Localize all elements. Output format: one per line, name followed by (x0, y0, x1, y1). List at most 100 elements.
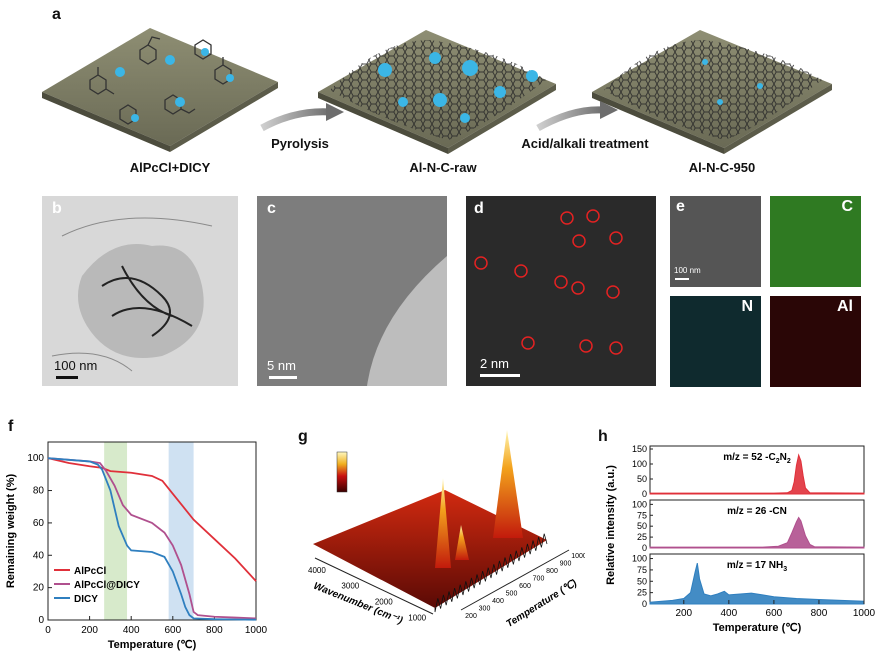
map-al-label: Al (837, 298, 853, 315)
legend-label: AlPcCl (74, 566, 106, 577)
map-n-label: N (741, 298, 753, 315)
y-axis-line (460, 549, 570, 611)
y-tick-label: 100 (632, 499, 647, 509)
series-line-alpccl-dicy (47, 457, 257, 620)
y-tick-label: 50 (637, 576, 647, 586)
series-label: m/z = 52 -C2N2 (723, 452, 791, 465)
stage-raw-label: Al-N-C-raw (409, 160, 477, 175)
panel-a-label: a (52, 6, 61, 23)
y-tick-label: 100 (27, 453, 44, 464)
panel-g-label: g (298, 428, 308, 445)
panel-d-scalebar (480, 374, 520, 377)
panel-d-haadf-image: d 2 nm (466, 196, 656, 386)
y-tick-label: 25 (637, 588, 647, 598)
panel-d-label: d (474, 200, 484, 217)
panel-e-haadf-image: e 100 nm (670, 196, 761, 287)
x-tick-label: 4000 (308, 566, 326, 575)
plot-frame (47, 441, 257, 621)
pyrolysis-arrow (260, 108, 331, 132)
y-tick-label: 0 (642, 599, 647, 609)
shaded-range-1 (168, 442, 194, 620)
panel-c-scale-text: 5 nm (267, 358, 296, 373)
surface-peak (435, 478, 451, 568)
colorbar (336, 451, 348, 493)
series-line-dicy (47, 457, 257, 621)
panel-d-scale-text: 2 nm (480, 356, 509, 371)
panel-b-scalebar (56, 376, 78, 379)
y-tick-label: 300 (479, 606, 491, 613)
y-tick-label: 50 (637, 474, 647, 484)
x-tick-label: 600 (164, 625, 181, 636)
single-atom-markers (474, 209, 623, 355)
precursor-molecules (89, 36, 232, 125)
x-tick-label: 400 (720, 608, 737, 619)
stage-precursor-label: AlPcCl+DICY (129, 160, 211, 175)
plate-precursor (42, 28, 278, 152)
y-tick-label: 25 (637, 532, 647, 542)
x-tick-label: 1000 (408, 613, 426, 622)
panel-e-map-n: N (670, 296, 761, 387)
legend-label: DICY (74, 594, 98, 605)
x-axis-label: Temperature (℃) (108, 639, 197, 651)
x-tick-label: 600 (766, 608, 783, 619)
acid-alkali-label: Acid/alkali treatment (521, 136, 649, 151)
x-tick-label: 200 (675, 608, 692, 619)
surface-base (313, 490, 547, 608)
y-tick-label: 800 (546, 568, 558, 575)
y-axis-label: Relative intensity (a.u.) (605, 465, 617, 585)
y-tick-label: 700 (533, 576, 545, 583)
y-tick-label: 20 (33, 583, 45, 594)
y-tick-label: 40 (33, 550, 45, 561)
panel-c-label: c (267, 200, 276, 217)
y-tick-label: 75 (637, 510, 647, 520)
x-tick-label: 1000 (245, 625, 268, 636)
x-tick-label: 800 (811, 608, 828, 619)
panel-f-label: f (8, 418, 14, 435)
y-axis-label: Remaining weight (%) (5, 474, 17, 589)
series-label: m/z = 17 NH3 (727, 560, 787, 573)
surface-front-edge (434, 533, 548, 613)
y-tick-label: 0 (642, 543, 647, 553)
x-axis-line (314, 557, 434, 615)
panel-c-hrtem-image: c 5 nm (257, 196, 447, 386)
lattice-texture (257, 196, 447, 386)
series-line-alpccl (47, 457, 257, 582)
panel-e-map-al: Al (770, 296, 861, 387)
series-area (649, 516, 865, 549)
y-tick-label: 50 (637, 521, 647, 531)
synthesis-schematic (42, 28, 832, 154)
panel-e-label: e (676, 198, 685, 215)
surface-peak (455, 525, 469, 560)
map-c-label: C (841, 198, 853, 215)
y-tick-label: 500 (506, 591, 518, 598)
y-tick-label: 600 (519, 583, 531, 590)
panel-e-scale-text: 100 nm (674, 266, 701, 275)
x-tick-label: 200 (81, 625, 98, 636)
x-tick-label: 800 (206, 625, 223, 636)
panel-b-label: b (52, 200, 62, 217)
panel-c-scalebar (269, 376, 297, 379)
x-tick-label: 3000 (341, 582, 359, 591)
y-axis-label: Temperature (℃) (504, 577, 579, 630)
x-tick-label: 0 (45, 625, 51, 636)
panel-b-scale-text: 100 nm (54, 358, 98, 373)
series-label: m/z = 26 -CN (727, 506, 787, 517)
tga-chart: 0 200 400 600 800 1000 0 20 40 60 80 100 Temperature… (5, 441, 268, 651)
x-tick-label: 1000 (853, 608, 876, 619)
y-tick-label: 100 (632, 554, 647, 564)
acid-alkali-arrow (536, 106, 605, 132)
y-tick-label: 100 (632, 459, 647, 469)
y-tick-label: 150 (632, 444, 647, 454)
panel-e-map-c: C (770, 196, 861, 287)
y-tick-label: 80 (33, 486, 45, 497)
pyrolysis-label: Pyrolysis (271, 136, 329, 151)
y-tick-label: 200 (465, 613, 477, 620)
stage-final-label: Al-N-C-950 (688, 160, 756, 175)
plate-final (592, 30, 832, 154)
surface-peak (493, 430, 523, 538)
y-tick-label: 400 (492, 598, 504, 605)
shaded-range-0 (104, 442, 128, 620)
al-sites (115, 48, 763, 123)
